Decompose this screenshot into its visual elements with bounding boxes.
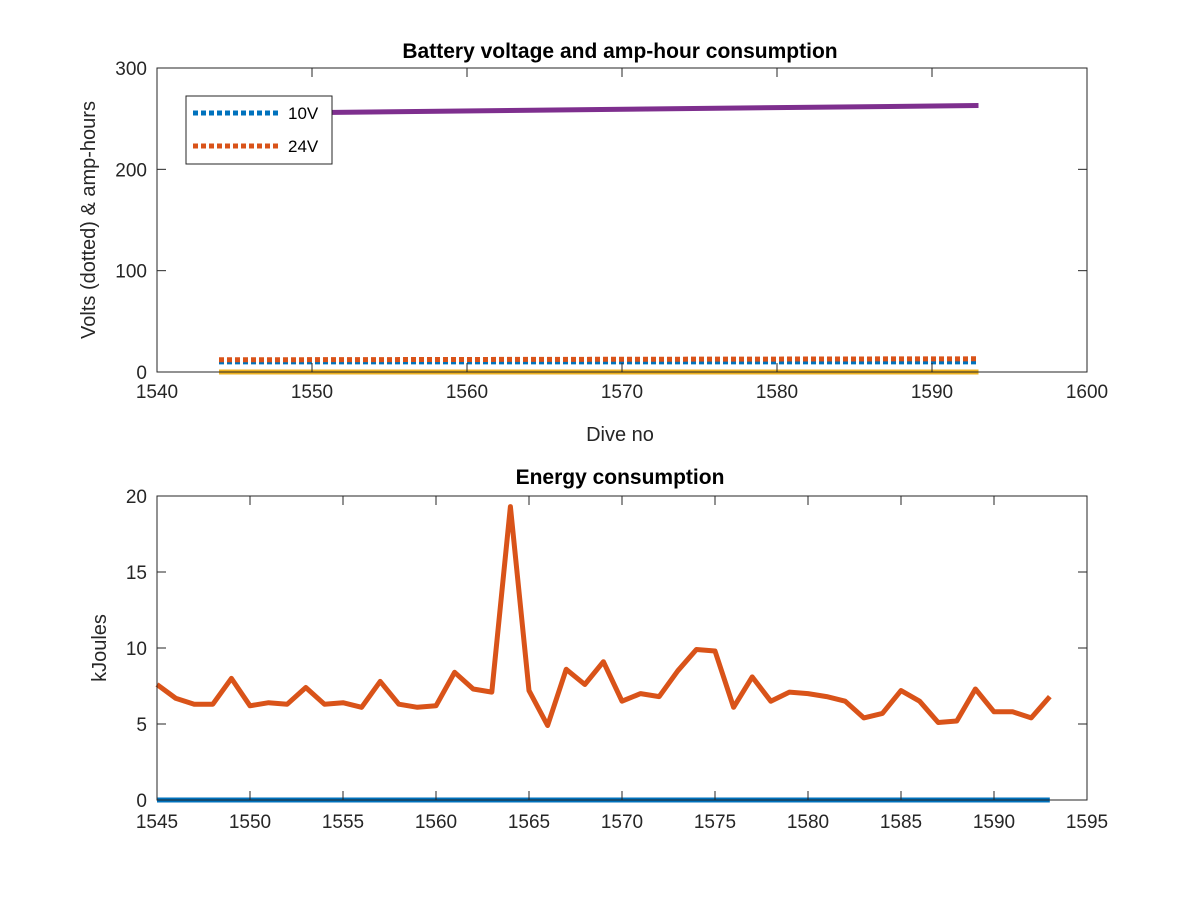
voltage-plot-area: 1540 1550 1560 1570 1580 1590 1600 0 100 200 300 <box>115 59 1108 403</box>
voltage-y-tick-label: 300 <box>115 59 147 80</box>
energy-x-tick-label: 1570 <box>601 812 643 833</box>
energy-x-tick-label: 1545 <box>136 812 178 833</box>
voltage-chart-title: Battery voltage and amp-hour consumption <box>402 40 837 63</box>
voltage-x-tick-label: 1550 <box>291 382 333 403</box>
voltage-y-tick-label: 0 <box>136 363 147 384</box>
energy-y-tick-label: 15 <box>126 563 147 584</box>
voltage-x-tick-label: 1590 <box>911 382 953 403</box>
voltage-x-tick-label: 1570 <box>601 382 643 403</box>
legend-label-24v: 24V <box>288 137 319 156</box>
voltage-subplot: Battery voltage and amp-hour consumption… <box>78 40 1108 446</box>
voltage-x-tick-label: 1600 <box>1066 382 1108 403</box>
voltage-x-tick-label: 1580 <box>756 382 798 403</box>
voltage-y-tick-label: 200 <box>115 160 147 181</box>
energy-y-tick-label: 5 <box>136 715 147 736</box>
energy-x-tick-label: 1575 <box>694 812 736 833</box>
energy-plot-area: 1545 1550 1555 1560 1565 1570 1575 1580 1585 1590… <box>126 487 1108 833</box>
voltage-y-axis-label: Volts (dotted) & amp-hours <box>78 101 100 339</box>
legend-box <box>185 95 333 165</box>
energy-x-tick-label: 1585 <box>880 812 922 833</box>
energy-x-tick-label: 1550 <box>229 812 271 833</box>
energy-x-tick-label: 1590 <box>973 812 1015 833</box>
energy-x-tick-label: 1555 <box>322 812 364 833</box>
energy-y-tick-label: 20 <box>126 487 147 508</box>
energy-subplot: Energy consumption kJoules 1545 1550 1555 1… <box>89 466 1108 833</box>
energy-y-tick-label: 10 <box>126 639 147 660</box>
voltage-x-axis-label: Dive no <box>586 424 654 446</box>
energy-x-tick-label: 1580 <box>787 812 829 833</box>
energy-x-tick-label: 1595 <box>1066 812 1108 833</box>
energy-series-1-line <box>155 504 1052 728</box>
energy-x-tick-label: 1565 <box>508 812 550 833</box>
energy-chart-title: Energy consumption <box>516 466 725 489</box>
voltage-series-3-line <box>218 103 979 117</box>
energy-y-tick-label: 0 <box>136 791 147 812</box>
energy-y-axis-label: kJoules <box>89 614 111 682</box>
legend-label-10v: 10V <box>288 104 319 123</box>
energy-x-tick-label: 1560 <box>415 812 457 833</box>
voltage-legend: 10V 24V <box>185 95 333 165</box>
voltage-series-24v-line <box>218 356 979 363</box>
voltage-y-tick-label: 100 <box>115 262 147 283</box>
voltage-x-tick-label: 1560 <box>446 382 488 403</box>
voltage-x-tick-label: 1540 <box>136 382 178 403</box>
